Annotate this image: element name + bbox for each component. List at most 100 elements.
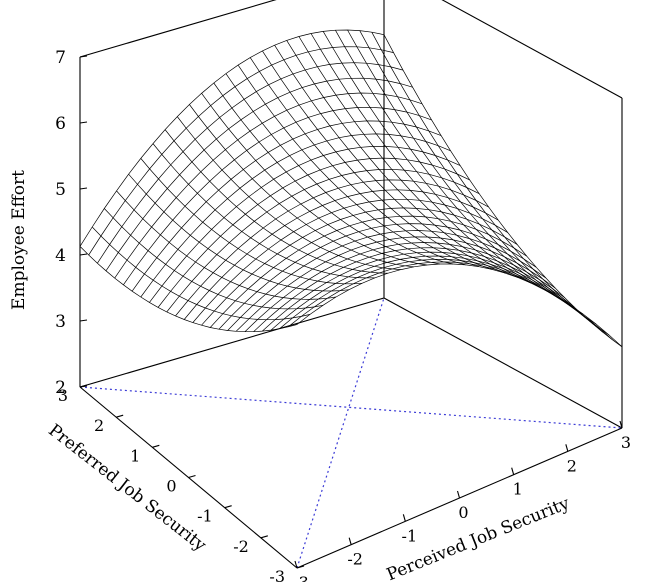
mesh-line-y (192, 198, 508, 323)
mesh-line-y (131, 120, 442, 292)
y-tick-label: 0 (166, 477, 176, 496)
mesh-line-x (79, 246, 298, 333)
box-edge (383, 297, 623, 429)
reference-lines (79, 297, 623, 569)
mesh-line-y (183, 189, 499, 320)
mesh-line-x (91, 226, 311, 321)
x-tick-label: 2 (567, 456, 577, 475)
mesh-line-y (97, 62, 404, 264)
mesh-line-y (88, 46, 394, 256)
z-axis-label: Employee Effort (9, 170, 29, 310)
y-tick-label: -3 (269, 567, 285, 582)
mesh-line-x (225, 73, 454, 265)
mesh-line-y (262, 251, 585, 332)
mesh-line-y (157, 157, 470, 308)
x-tick-label: -1 (402, 526, 418, 545)
z-tick-label: 4 (55, 246, 66, 266)
y-tick-label: 1 (130, 446, 140, 465)
z-tick-mark (79, 253, 88, 256)
x-tick-label: -2 (347, 550, 363, 569)
x-tick-label: 1 (513, 480, 523, 499)
mesh-line-x (322, 31, 558, 298)
mesh-line-x (164, 129, 389, 274)
y-tick-mark (79, 384, 88, 388)
mesh-line-x (128, 173, 350, 292)
mesh-line-y (149, 146, 461, 303)
mesh-line-x (249, 57, 480, 268)
mesh-line-x (286, 40, 519, 278)
mesh-line-y (279, 258, 604, 333)
mesh-line-x (310, 33, 545, 290)
mesh-line-x (237, 64, 467, 266)
z-tick-mark (79, 187, 88, 190)
z-tick-label: 7 (55, 48, 66, 68)
x-tick-label: -3 (293, 573, 309, 582)
mesh-line-x (177, 116, 402, 270)
mesh-line-y (140, 133, 451, 298)
mesh-line-y (201, 207, 518, 326)
z-tick-label: 3 (55, 312, 66, 332)
reference-line-x-eq-neg-y (79, 386, 623, 429)
y-tick-mark (260, 535, 268, 539)
box-edge (441, 0, 623, 99)
x-tick-mark (348, 537, 352, 545)
mesh-line-y (270, 255, 594, 331)
box-edge (79, 297, 385, 388)
mesh-line-y (175, 179, 489, 317)
y-tick-mark (116, 414, 124, 418)
reference-line-x-eq-y (296, 297, 385, 569)
z-tick-label: 6 (55, 114, 66, 134)
mesh-line-y (244, 242, 566, 332)
x-tick-mark (565, 444, 569, 452)
mesh-line-x (262, 50, 493, 270)
mesh-line-y (227, 230, 546, 331)
x-tick-mark (619, 420, 623, 429)
mesh-line-y (166, 168, 480, 313)
mesh-line-x (383, 34, 623, 348)
mesh-line-x (116, 190, 337, 300)
x-tick-mark (294, 560, 298, 569)
mesh-line-x (152, 143, 376, 279)
y-tick-label: 2 (94, 416, 104, 435)
mesh-line-x (274, 45, 506, 274)
x-tick-label: 0 (458, 503, 468, 522)
mesh-line-x (201, 93, 428, 266)
y-tick-mark (296, 565, 305, 569)
mesh-line-y (105, 77, 413, 271)
y-tick-mark (188, 474, 196, 479)
x-tick-mark (511, 467, 515, 475)
plot-box-front (79, 386, 623, 569)
mesh-line-x (213, 82, 441, 265)
x-tick-label: 3 (621, 433, 631, 452)
mesh-line-x (189, 104, 415, 268)
mesh-line-x (298, 36, 532, 284)
y-tick-label: 3 (58, 386, 68, 405)
mesh-line-y (123, 106, 432, 286)
mesh-line-x (104, 208, 324, 310)
x-tick-mark (456, 490, 461, 499)
mesh-line-y (235, 236, 556, 332)
surface-mesh (79, 29, 623, 348)
x-tick-mark (402, 514, 406, 522)
mesh-line-y (253, 247, 575, 332)
z-tick-mark (79, 121, 88, 124)
mesh-line-x (335, 30, 571, 306)
y-tick-label: -2 (233, 537, 249, 556)
z-tick-mark (79, 319, 88, 322)
box-edge (79, 0, 277, 58)
y-axis-label: Preferred Job Security (44, 420, 210, 555)
y-tick-mark (152, 444, 160, 448)
z-tick-label: 5 (55, 180, 66, 200)
mesh-line-x (140, 158, 363, 285)
z-tick-mark (79, 55, 88, 58)
z-tick-label: 2 (55, 378, 66, 398)
y-tick-label: -1 (197, 507, 213, 526)
plot-box-back (79, 0, 623, 429)
mesh-line-y (79, 29, 385, 247)
y-tick-mark (224, 505, 232, 509)
mesh-line-y (218, 223, 537, 330)
mesh-line-y (209, 215, 527, 328)
mesh-line-y (114, 92, 423, 279)
